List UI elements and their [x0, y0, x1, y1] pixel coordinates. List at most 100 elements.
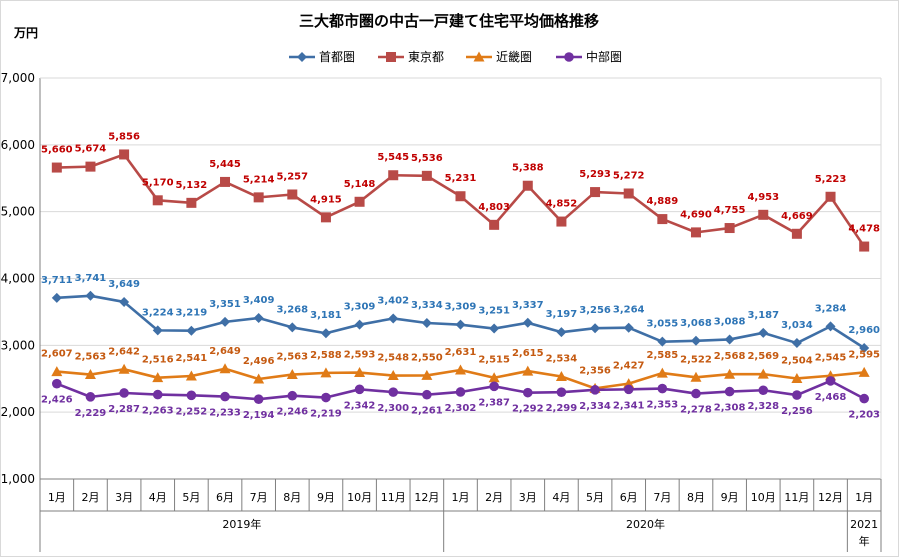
y-tick-label: 5,000 — [1, 205, 35, 219]
data-label: 5,545 — [377, 152, 409, 163]
data-point — [590, 323, 601, 334]
x-tick-label: 11月 — [381, 491, 406, 504]
data-point — [152, 372, 164, 383]
data-label: 5,272 — [613, 170, 645, 181]
data-label: 2,534 — [546, 353, 578, 364]
data-label: 2,300 — [377, 403, 409, 414]
data-label: 3,309 — [344, 302, 376, 313]
y-tick-label: 1,000 — [1, 472, 35, 486]
data-point — [455, 319, 466, 330]
data-point — [118, 363, 130, 374]
x-tick-label: 6月 — [216, 491, 234, 504]
data-label: 2,342 — [344, 400, 376, 411]
data-point — [422, 389, 432, 400]
data-label: 4,803 — [478, 202, 510, 213]
data-point — [657, 383, 668, 394]
data-point — [522, 180, 533, 191]
data-label: 2,545 — [815, 353, 847, 364]
data-label: 5,674 — [75, 144, 107, 155]
data-point — [387, 370, 399, 381]
data-label: 2,649 — [209, 346, 241, 357]
data-point — [320, 328, 331, 339]
data-point — [253, 192, 264, 203]
data-point — [85, 161, 96, 172]
data-point — [253, 373, 265, 384]
chart-title: 三大都市圏の中古一戸建て住宅平均価格推移 — [299, 12, 599, 30]
data-label: 2,194 — [243, 410, 275, 421]
data-label: 4,915 — [310, 194, 342, 205]
data-point — [51, 162, 62, 173]
data-label: 2,252 — [176, 406, 208, 417]
data-label: 3,034 — [781, 320, 813, 331]
data-label: 2,588 — [310, 350, 342, 361]
data-label: 2,642 — [108, 346, 140, 357]
x-tick-label: 8月 — [283, 491, 301, 504]
legend-marker — [386, 52, 396, 62]
legend-entry: 近畿圏 — [496, 50, 532, 64]
data-point — [354, 319, 365, 330]
data-label: 2,353 — [647, 400, 679, 411]
x-tick-label: 1月 — [48, 491, 66, 504]
data-label: 2,522 — [680, 354, 712, 365]
data-point — [690, 371, 702, 382]
data-label: 2,246 — [276, 407, 308, 418]
data-point — [724, 368, 736, 379]
data-point — [51, 292, 62, 303]
data-point — [286, 369, 298, 380]
data-point — [590, 187, 601, 198]
data-point — [186, 390, 197, 401]
data-label: 2,261 — [411, 406, 443, 417]
data-point — [590, 385, 600, 395]
data-label: 3,219 — [176, 308, 208, 319]
data-point — [556, 327, 567, 338]
data-label: 2,427 — [613, 361, 645, 372]
x-tick-label: 7月 — [653, 491, 671, 504]
data-point — [85, 290, 96, 301]
data-label: 5,445 — [209, 159, 241, 170]
data-label: 3,264 — [613, 305, 645, 316]
data-label: 2,302 — [445, 403, 477, 414]
data-label: 4,953 — [747, 192, 779, 203]
data-label: 5,223 — [815, 174, 847, 185]
data-label: 3,711 — [41, 275, 73, 286]
y-tick-label: 4,000 — [1, 272, 35, 286]
data-point — [152, 389, 163, 400]
data-point — [623, 322, 634, 333]
data-point — [758, 327, 769, 338]
year-label: 2021 — [850, 518, 878, 531]
data-point — [825, 376, 836, 386]
data-label: 3,055 — [647, 319, 679, 330]
data-point — [724, 334, 735, 345]
data-label: 3,409 — [243, 295, 275, 306]
data-label: 2,299 — [546, 403, 578, 414]
data-label: 2,287 — [108, 404, 140, 415]
data-point — [724, 223, 735, 234]
data-label: 2,515 — [478, 355, 510, 366]
data-label: 2,585 — [647, 350, 679, 361]
x-tick-label: 2月 — [485, 491, 503, 504]
data-label: 2,615 — [512, 348, 544, 359]
data-point — [287, 390, 298, 401]
data-point — [152, 195, 163, 206]
data-label: 2,308 — [714, 403, 746, 414]
data-label: 2,504 — [781, 355, 813, 366]
data-point — [421, 170, 432, 181]
data-point — [825, 191, 836, 202]
data-label: 2,256 — [781, 406, 813, 417]
x-tick-label: 8月 — [687, 491, 705, 504]
data-label: 3,351 — [209, 299, 241, 310]
y-axis-unit: 万円 — [13, 26, 38, 40]
data-label: 2,341 — [613, 400, 645, 411]
data-label: 2,263 — [142, 406, 174, 417]
data-label: 2,496 — [243, 356, 275, 367]
data-point — [691, 388, 701, 399]
data-point — [119, 296, 130, 307]
data-label: 2,278 — [680, 405, 712, 416]
data-label: 2,607 — [41, 349, 73, 360]
data-point — [858, 366, 870, 377]
x-tick-label: 12月 — [414, 491, 439, 504]
data-point — [825, 321, 836, 332]
